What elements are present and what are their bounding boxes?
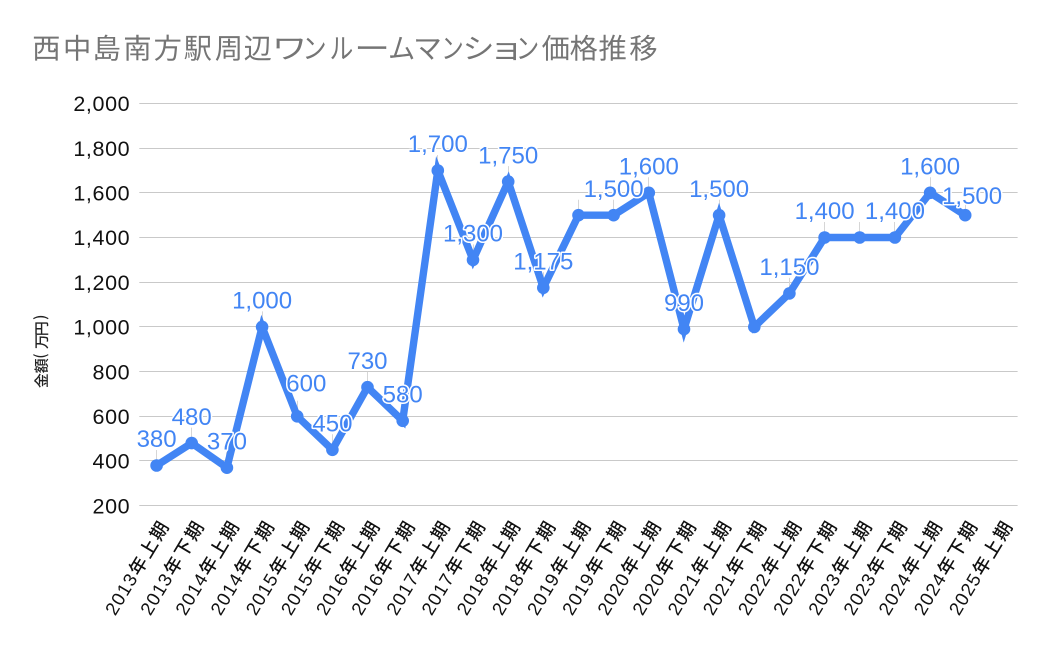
svg-text:1,300: 1,300 bbox=[443, 221, 503, 248]
svg-text:1,400: 1,400 bbox=[865, 198, 925, 225]
svg-text:1,700: 1,700 bbox=[408, 131, 468, 158]
svg-text:200: 200 bbox=[93, 494, 131, 518]
svg-text:600: 600 bbox=[93, 405, 131, 429]
svg-text:370: 370 bbox=[207, 428, 247, 455]
svg-text:1,600: 1,600 bbox=[900, 154, 960, 181]
svg-text:380: 380 bbox=[137, 426, 177, 453]
svg-text:1,500: 1,500 bbox=[942, 183, 1002, 210]
svg-text:1,750: 1,750 bbox=[478, 142, 538, 169]
svg-text:1,150: 1,150 bbox=[759, 254, 819, 281]
svg-text:1,200: 1,200 bbox=[73, 271, 130, 295]
svg-text:800: 800 bbox=[93, 360, 131, 384]
svg-text:400: 400 bbox=[93, 450, 131, 474]
svg-text:1,400: 1,400 bbox=[73, 226, 130, 250]
svg-text:2,000: 2,000 bbox=[73, 92, 130, 116]
svg-text:450: 450 bbox=[312, 411, 352, 438]
svg-text:580: 580 bbox=[383, 382, 423, 409]
svg-text:990: 990 bbox=[664, 290, 704, 317]
svg-text:1,000: 1,000 bbox=[73, 316, 130, 340]
svg-text:1,400: 1,400 bbox=[795, 198, 855, 225]
svg-text:1,600: 1,600 bbox=[619, 154, 679, 181]
svg-text:1,800: 1,800 bbox=[73, 137, 130, 161]
svg-text:1,175: 1,175 bbox=[513, 249, 573, 276]
svg-text:1,500: 1,500 bbox=[689, 176, 749, 203]
svg-text:1,000: 1,000 bbox=[232, 288, 292, 315]
svg-text:1,500: 1,500 bbox=[584, 176, 644, 203]
svg-text:730: 730 bbox=[347, 348, 387, 375]
svg-text:1,600: 1,600 bbox=[73, 182, 130, 206]
svg-text:600: 600 bbox=[286, 371, 326, 398]
svg-text:480: 480 bbox=[172, 404, 212, 431]
